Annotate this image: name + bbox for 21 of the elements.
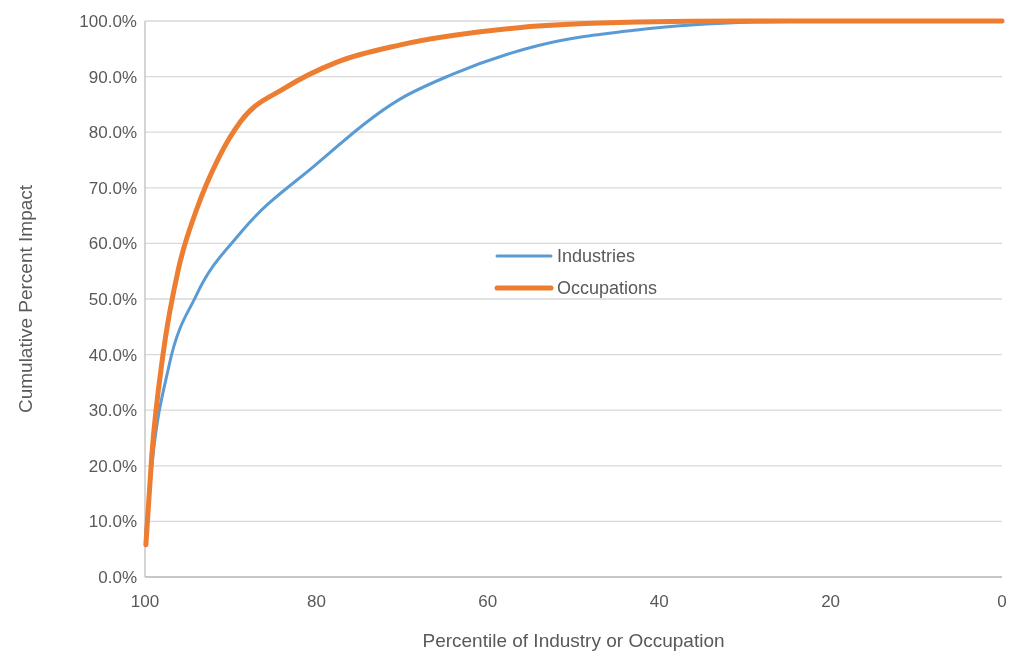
y-tick-label: 50.0%	[88, 289, 137, 309]
legend-label: Industries	[557, 246, 636, 267]
y-tick-label: 100.0%	[79, 11, 137, 31]
y-tick-label: 80.0%	[88, 123, 137, 143]
y-tick-label: 10.0%	[88, 512, 137, 532]
x-tick-label: 20	[821, 592, 841, 611]
y-axis-title: Cumulative Percent Impact	[15, 184, 36, 414]
y-tick-label: 90.0%	[88, 67, 137, 87]
x-axis-title: Percentile of Industry or Occupation	[422, 630, 725, 651]
y-tick-label: 30.0%	[88, 401, 137, 421]
y-tick-label: 70.0%	[88, 178, 137, 198]
legend-label: Occupations	[557, 278, 658, 299]
x-tick-label: 100	[130, 592, 160, 611]
x-tick-label: 40	[649, 592, 669, 611]
y-tick-label: 20.0%	[88, 456, 137, 476]
x-tick-label: 0	[997, 592, 1007, 611]
y-tick-label: 0.0%	[98, 567, 137, 587]
x-tick-label: 80	[306, 592, 326, 611]
x-tick-label: 60	[478, 592, 498, 611]
y-tick-label: 60.0%	[88, 234, 137, 254]
y-tick-label: 40.0%	[88, 345, 137, 365]
